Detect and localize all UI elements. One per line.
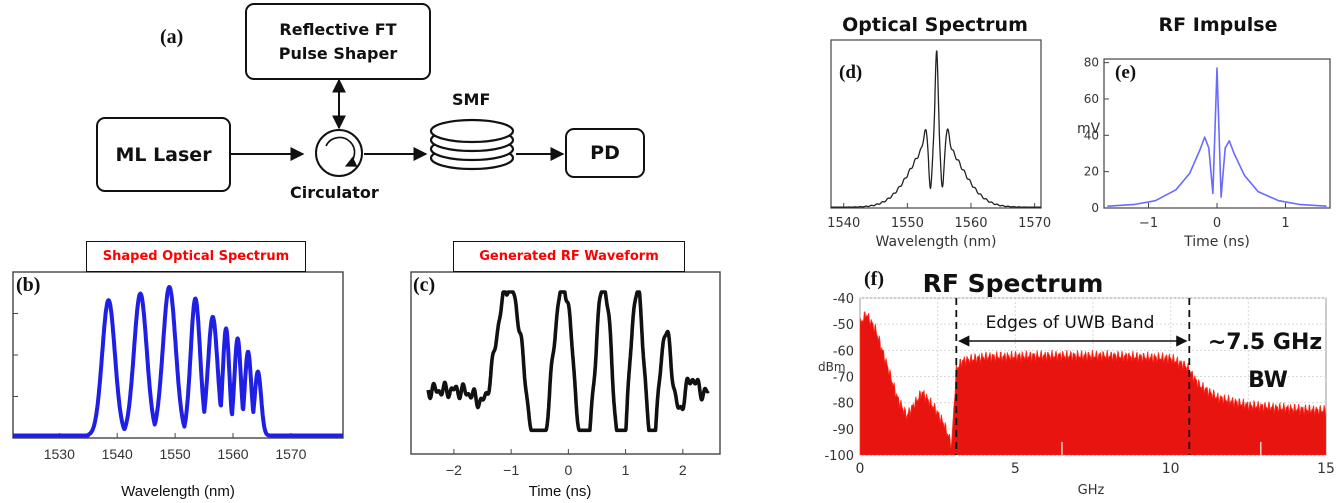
y-tick-label: -60	[833, 344, 854, 359]
y-tick-label: -100	[824, 449, 854, 464]
panel-f-xlabel: GHz	[1078, 483, 1105, 498]
x-tick-label: 5	[1011, 461, 1020, 477]
circulator-label: Circulator	[290, 183, 379, 202]
pulse-shaper-label-line1: Reflective FT	[279, 19, 397, 39]
x-tick-label: 0	[856, 461, 865, 477]
panel-c-waveform-line	[426, 290, 710, 433]
y-tick-label: 20	[1084, 165, 1099, 179]
panel-f-title: RF Spectrum	[923, 269, 1104, 298]
x-tick-label: 1540	[102, 446, 133, 462]
panel-d-label: (d)	[839, 62, 862, 83]
x-tick-label: −1	[1139, 216, 1158, 231]
panel-b-xlabel: Wavelength (nm)	[121, 483, 235, 500]
y-tick-label: 80	[1084, 56, 1099, 70]
x-tick-label: 10	[1162, 461, 1180, 477]
panel-d-plot: Optical Spectrum 1540 1550 1560 1570 Wavele…	[827, 14, 1051, 250]
x-tick-label: 1560	[954, 216, 987, 231]
panel-e-label: (e)	[1115, 62, 1136, 83]
y-tick-label: 0	[1091, 201, 1099, 215]
panel-d-xlabel: Wavelength (nm)	[876, 234, 997, 250]
x-tick-label: 1	[622, 462, 630, 478]
panel-c-label: (c)	[413, 274, 436, 296]
x-tick-label: 1550	[891, 216, 924, 231]
x-tick-label: 1540	[827, 216, 860, 231]
panel-f-bw-line1: ~7.5 GHz	[1208, 330, 1322, 355]
panel-b-title: Shaped Optical Spectrum	[102, 249, 290, 264]
x-tick-label: 1550	[160, 446, 191, 462]
x-tick-label: 0	[1213, 216, 1221, 231]
x-tick-label: 1560	[217, 446, 248, 462]
ml-laser-box: ML Laser	[96, 117, 231, 192]
panel-f-band-annotation: Edges of UWB Band	[986, 313, 1155, 333]
pd-label: PD	[590, 142, 620, 164]
panel-c-xlabel: Time (ns)	[529, 483, 592, 500]
panel-e-ylabel: mV	[1077, 121, 1101, 137]
pulse-shaper-box: Reflective FT Pulse Shaper	[245, 3, 431, 80]
panel-a-label: (a)	[160, 26, 184, 48]
x-tick-label: −1	[503, 462, 519, 478]
x-tick-label: 2	[679, 462, 687, 478]
x-tick-label: 1570	[275, 446, 306, 462]
panel-c-title: Generated RF Waveform	[479, 249, 659, 264]
y-tick-label: -50	[833, 318, 854, 333]
panel-b-title-box: Shaped Optical Spectrum	[86, 241, 306, 272]
panel-c-plot: −2 −1 0 1 2 Time (ns)	[410, 271, 721, 500]
smf-label: SMF	[452, 90, 491, 109]
panel-f-bw-line2: BW	[1248, 368, 1288, 393]
ml-laser-label: ML Laser	[115, 143, 212, 166]
panel-b-label: (b)	[16, 274, 41, 296]
y-tick-label: -80	[833, 397, 854, 412]
smf-fiber-spool-icon	[429, 118, 515, 171]
panel-e-impulse-line	[1107, 67, 1327, 207]
x-tick-label: 1530	[44, 446, 75, 462]
x-tick-label: 1	[1281, 216, 1289, 231]
panel-c-title-box: Generated RF Waveform	[453, 241, 685, 272]
y-tick-label: -40	[833, 292, 854, 307]
panel-f-spectrum-area	[860, 311, 1326, 455]
x-tick-label: 15	[1317, 461, 1335, 477]
pulse-shaper-label-line2: Pulse Shaper	[278, 43, 398, 63]
y-tick-label: -90	[833, 423, 854, 438]
pd-box: PD	[565, 128, 645, 178]
panel-d-title: Optical Spectrum	[842, 14, 1028, 36]
y-tick-label: 60	[1084, 92, 1099, 106]
y-tick-label: -70	[833, 371, 854, 386]
panel-e-title: RF Impulse	[1159, 14, 1278, 36]
x-tick-label: 0	[564, 462, 572, 478]
panel-d-spectrum-line	[831, 50, 1041, 208]
panel-f-ylabel: dBm	[818, 360, 846, 374]
y-tick-label: 40	[1084, 128, 1099, 142]
x-tick-label: −2	[446, 462, 462, 478]
x-tick-label: 1570	[1018, 216, 1051, 231]
circulator-symbol	[315, 129, 363, 177]
panel-f-label: (f)	[864, 268, 884, 290]
panel-b-spectrum-line	[13, 285, 343, 438]
panel-e-xlabel: Time (ns)	[1183, 234, 1250, 250]
panel-b-plot: 1530 1540 1550 1560 1570 Wavelength (nm)	[12, 271, 344, 500]
